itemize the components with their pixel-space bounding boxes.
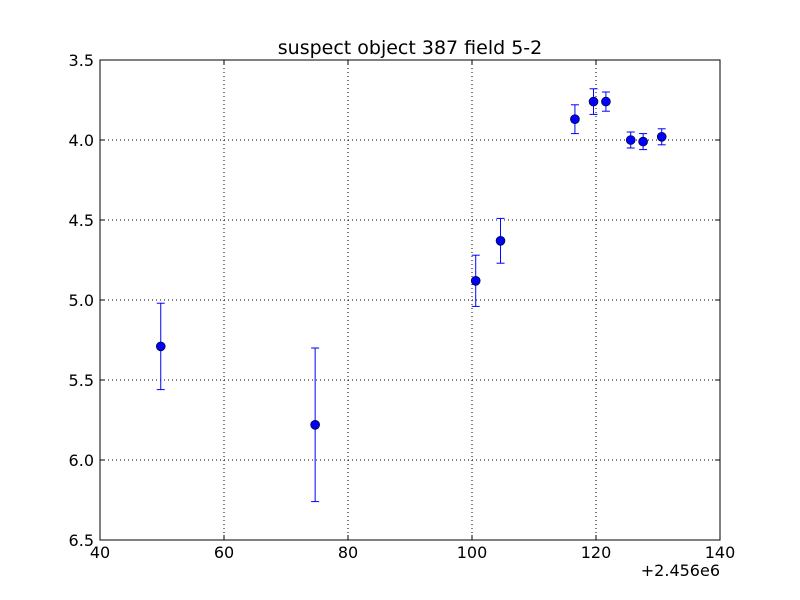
x-tick-label: 60 — [214, 543, 234, 562]
y-tick-label: 3.5 — [69, 51, 94, 70]
chart-title: suspect object 387 field 5-2 — [278, 37, 543, 59]
y-tick-label: 4.0 — [69, 131, 94, 150]
y-tick-label: 6.0 — [69, 451, 94, 470]
data-point — [495, 236, 506, 246]
data-point — [570, 114, 580, 124]
y-tick-label: 5.0 — [69, 291, 94, 310]
y-tick-label: 4.5 — [69, 211, 94, 230]
x-tick-label: 100 — [457, 543, 488, 562]
data-point — [625, 135, 636, 145]
y-tick-label: 5.5 — [69, 371, 94, 390]
x-tick-label: 140 — [705, 543, 736, 562]
data-point — [470, 275, 481, 286]
data-series — [155, 88, 667, 503]
data-point — [310, 419, 320, 430]
x-tick-label: 40 — [90, 543, 110, 562]
data-point — [656, 132, 667, 142]
plot-frame — [99, 59, 721, 541]
data-point — [601, 96, 611, 107]
data-point — [155, 341, 166, 352]
x-tick-label: 120 — [581, 543, 612, 562]
x-tick-label: 80 — [338, 543, 358, 562]
axis-ticks: 40 60 80 100 120 140 3.5 4.0 4.5 5.0 5.5 6.0 6.5 — [69, 51, 736, 562]
data-point — [588, 96, 599, 107]
x-offset-label: +2.456e6 — [641, 561, 720, 580]
data-point — [638, 136, 648, 147]
y-tick-label: 6.5 — [69, 531, 94, 550]
grid — [100, 60, 720, 540]
